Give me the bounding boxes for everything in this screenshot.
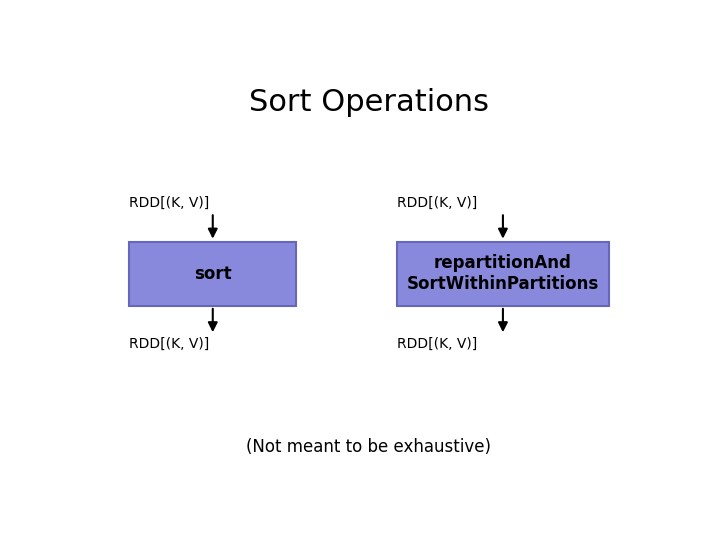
Text: (Not meant to be exhaustive): (Not meant to be exhaustive) — [246, 438, 492, 456]
FancyBboxPatch shape — [129, 241, 297, 306]
Text: RDD[(K, V)]: RDD[(K, V)] — [397, 197, 477, 210]
Text: RDD[(K, V)]: RDD[(K, V)] — [397, 337, 477, 351]
Text: RDD[(K, V)]: RDD[(K, V)] — [129, 337, 210, 351]
Text: Sort Operations: Sort Operations — [249, 87, 489, 117]
Text: repartitionAnd
SortWithinPartitions: repartitionAnd SortWithinPartitions — [407, 254, 599, 293]
Text: sort: sort — [194, 265, 232, 283]
FancyBboxPatch shape — [397, 241, 609, 306]
Text: RDD[(K, V)]: RDD[(K, V)] — [129, 197, 210, 210]
